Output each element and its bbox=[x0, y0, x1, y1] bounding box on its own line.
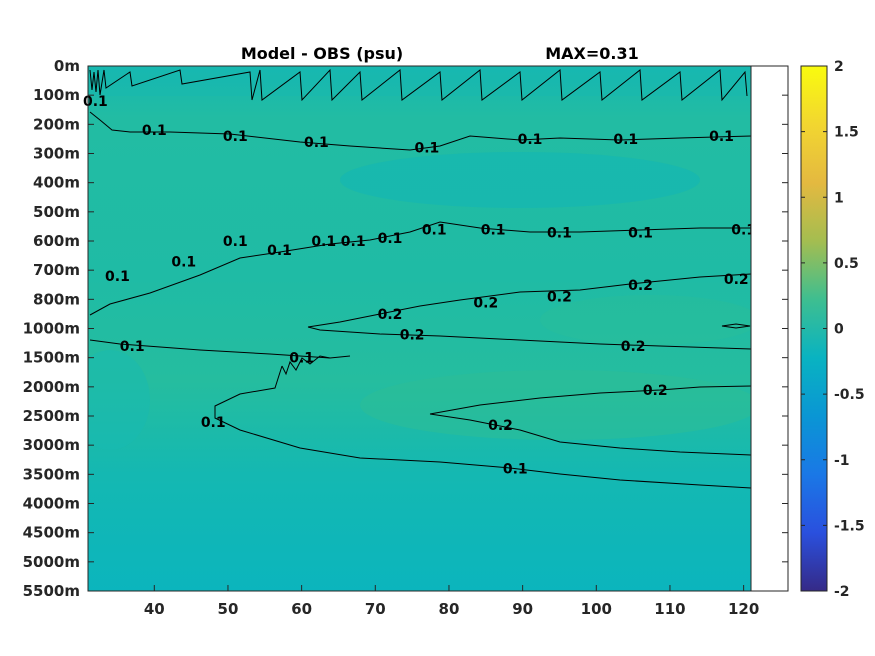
colorbar-tick-label: -1.5 bbox=[834, 518, 865, 534]
contour-label-0.1: 0.1 bbox=[223, 234, 248, 250]
colorbar-tick-label: -2 bbox=[834, 584, 850, 600]
colorbar-tick-label: -0.5 bbox=[834, 387, 865, 403]
x-tick-label: 80 bbox=[439, 600, 460, 618]
contour-label-0.1: 0.1 bbox=[201, 415, 226, 431]
colorbar-tick-label: 1 bbox=[834, 190, 844, 206]
contour-line-0.2-lower bbox=[307, 326, 751, 350]
contour-small-loop bbox=[721, 323, 751, 329]
colorbar-ticks: 2 1.5 1 0.5 0 -0.5 -1 -1.5 -2 bbox=[801, 59, 865, 600]
contour-labels: 0.1 0.1 0.1 0.1 0.1 0.1 0.1 0.1 0.1 0.1 0.1 0.1 0.1 0… bbox=[83, 94, 756, 478]
x-tick-label: 70 bbox=[365, 600, 386, 618]
y-tick-label: 3000m bbox=[23, 436, 80, 454]
colorbar-tick-label: -1 bbox=[834, 453, 850, 469]
contour-label-0.2: 0.2 bbox=[473, 295, 498, 311]
x-axis: 40 50 60 70 80 90 100 110 120 bbox=[144, 585, 759, 618]
x-tick-label: 60 bbox=[291, 600, 312, 618]
colorbar-tick-label: 1.5 bbox=[834, 125, 859, 141]
contour-lines bbox=[89, 68, 751, 489]
y-tick-label: 2000m bbox=[23, 378, 80, 396]
contour-label-0.1: 0.1 bbox=[341, 234, 366, 250]
contour-label-0.1: 0.1 bbox=[414, 141, 439, 157]
y-tick-label: 600m bbox=[33, 232, 80, 250]
contour-noise-top bbox=[89, 68, 748, 102]
y-tick-label: 400m bbox=[33, 174, 80, 192]
contour-label-0.1: 0.1 bbox=[518, 132, 543, 148]
contour-label-0.1: 0.1 bbox=[481, 222, 506, 238]
x-tick-label: 100 bbox=[581, 600, 612, 618]
heatmap-field bbox=[88, 66, 751, 591]
y-tick-label: 300m bbox=[33, 145, 80, 163]
y-tick-label: 5000m bbox=[23, 553, 80, 571]
contour-line-0.1-lower bbox=[89, 339, 331, 359]
contour-noise-deep bbox=[281, 355, 351, 376]
plot-area: 0.1 0.1 0.1 0.1 0.1 0.1 0.1 0.1 0.1 0.1 0.1 0.1 0.1 0… bbox=[83, 65, 789, 592]
contour-label-0.1: 0.1 bbox=[120, 339, 145, 355]
y-axis: 0m 100m 200m 300m 400m 500m 600m 700m 800m 1000m 1… bbox=[23, 57, 788, 600]
contour-label-0.1: 0.1 bbox=[731, 222, 756, 238]
chart-subtitle: MAX=0.31 bbox=[545, 44, 639, 63]
y-tick-label: 2500m bbox=[23, 407, 80, 425]
chart-title: Model - OBS (psu) bbox=[241, 44, 403, 63]
contour-label-0.1: 0.1 bbox=[142, 123, 167, 139]
contour-line-0.2-deep bbox=[429, 385, 751, 415]
contour-line-0.2-deep-lower bbox=[429, 413, 751, 456]
x-tick-label: 90 bbox=[512, 600, 533, 618]
contour-line-0.2-mid bbox=[307, 273, 751, 328]
contour-label-0.1: 0.1 bbox=[304, 135, 329, 151]
y-tick-label: 200m bbox=[33, 115, 80, 133]
contour-label-0.2: 0.2 bbox=[621, 339, 646, 355]
y-tick-label: 700m bbox=[33, 261, 80, 279]
y-tick-label: 0m bbox=[54, 57, 80, 75]
y-tick-label: 1500m bbox=[23, 349, 80, 367]
contour-line-0.1-shallow bbox=[89, 111, 751, 151]
contour-label-0.1: 0.1 bbox=[105, 269, 130, 285]
contour-label-0.1: 0.1 bbox=[422, 222, 447, 238]
contour-label-0.1: 0.1 bbox=[289, 351, 314, 367]
colorbar-tick-label: 0 bbox=[834, 322, 844, 338]
x-tick-label: 120 bbox=[728, 600, 759, 618]
x-tick-label: 50 bbox=[218, 600, 239, 618]
contour-label-0.1: 0.1 bbox=[267, 243, 292, 259]
contour-label-0.2: 0.2 bbox=[724, 272, 749, 288]
contour-line-0.1-mid bbox=[89, 221, 751, 316]
y-tick-label: 4500m bbox=[23, 524, 80, 542]
y-tick-label: 4000m bbox=[23, 495, 80, 513]
contour-label-0.1: 0.1 bbox=[378, 231, 403, 247]
y-tick-label: 100m bbox=[33, 86, 80, 104]
contour-label-0.2: 0.2 bbox=[628, 278, 653, 294]
contour-label-0.1: 0.1 bbox=[83, 94, 108, 110]
contour-label-0.1: 0.1 bbox=[709, 129, 734, 145]
colorbar-scale bbox=[800, 65, 828, 592]
y-tick-label: 5500m bbox=[23, 582, 80, 600]
contour-label-0.1: 0.1 bbox=[503, 462, 528, 478]
contour-label-0.2: 0.2 bbox=[547, 289, 572, 305]
x-tick-label: 110 bbox=[654, 600, 685, 618]
contour-label-0.1: 0.1 bbox=[171, 254, 196, 270]
colorbar: 2 1.5 1 0.5 0 -0.5 -1 -1.5 -2 bbox=[800, 59, 865, 600]
contour-label-0.1: 0.1 bbox=[628, 225, 653, 241]
y-tick-label: 1000m bbox=[23, 320, 80, 338]
contour-label-0.1: 0.1 bbox=[547, 225, 572, 241]
y-tick-label: 500m bbox=[33, 203, 80, 221]
contour-label-0.2: 0.2 bbox=[378, 307, 403, 323]
contour-line-0.1-deep bbox=[214, 365, 751, 489]
contour-label-0.1: 0.1 bbox=[223, 129, 248, 145]
contour-label-0.2: 0.2 bbox=[400, 327, 425, 343]
y-tick-label: 3500m bbox=[23, 465, 80, 483]
y-tick-label: 800m bbox=[33, 290, 80, 308]
contour-label-0.1: 0.1 bbox=[311, 234, 336, 250]
contour-label-0.1: 0.1 bbox=[613, 132, 638, 148]
colorbar-tick-label: 0.5 bbox=[834, 256, 859, 272]
contour-label-0.2: 0.2 bbox=[488, 418, 513, 434]
colorbar-tick-label: 2 bbox=[834, 59, 844, 75]
x-tick-label: 40 bbox=[144, 600, 165, 618]
contour-label-0.2: 0.2 bbox=[643, 383, 668, 399]
